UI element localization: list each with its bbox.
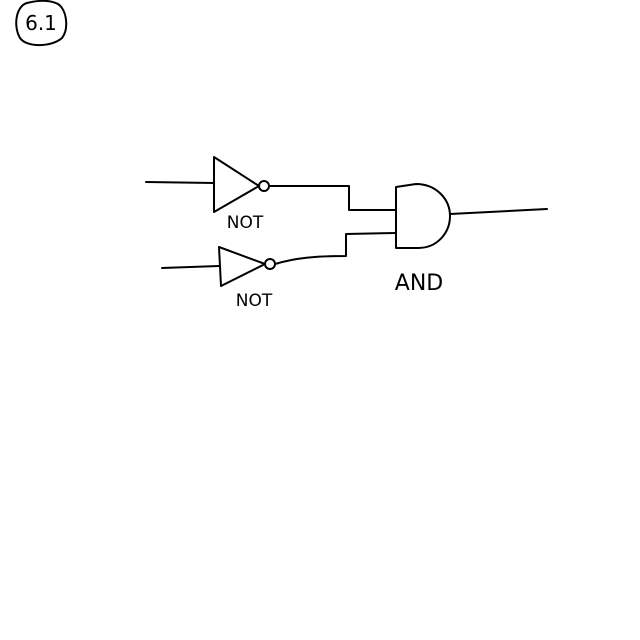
wire-bottom-not-to-and [274,232,397,265]
and-gate-label: AND [395,271,443,296]
not-gate-top-label: NOT [227,213,264,233]
not-gate-bottom: NOT [161,246,276,311]
not-gate-top-bubble [258,180,270,192]
and-gate: AND [395,183,548,296]
not-gate-bottom-body [218,246,266,287]
not-gate-top-body [213,156,260,213]
not-gate-top: NOT [145,156,270,233]
input-wire-bottom [161,265,220,269]
figure-number-circle [15,0,68,47]
wire-top-not-to-and [268,185,397,211]
figure-number-badge: 6.1 [15,0,68,47]
not-gate-bottom-label: NOT [236,291,273,311]
not-gate-bottom-bubble [264,258,276,270]
output-wire [449,208,548,215]
figure-number-label: 6.1 [25,11,57,35]
input-wire-top [145,181,215,184]
and-gate-body [395,183,451,249]
